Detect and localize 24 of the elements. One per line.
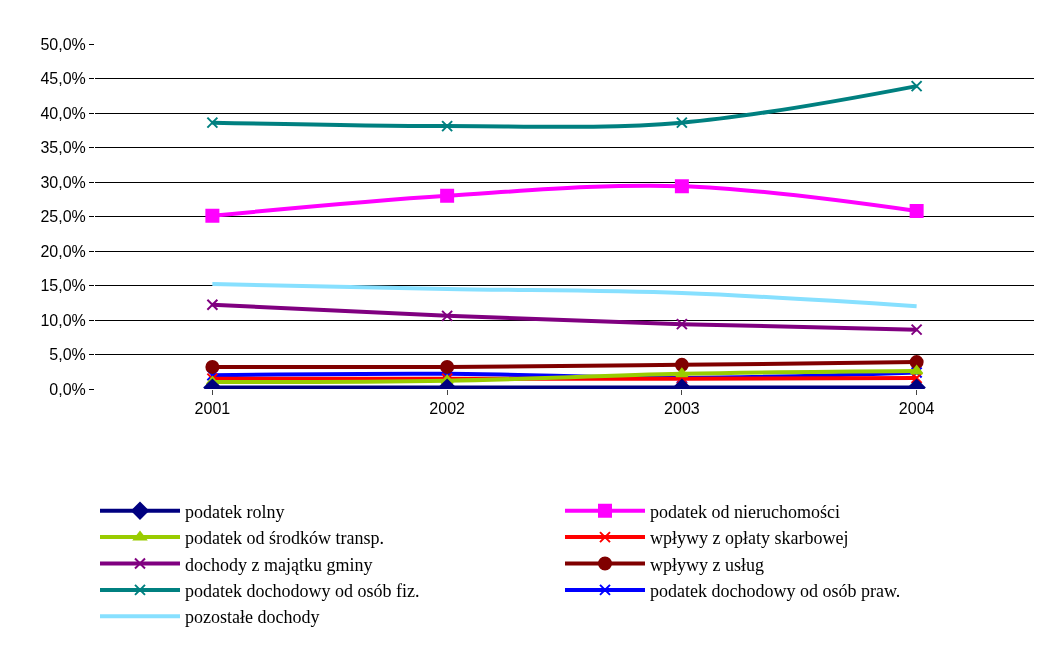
legend-label: wpływy z opłaty skarbowej xyxy=(650,528,849,549)
x-tick-label: 2003 xyxy=(664,400,700,418)
y-tick-label: 35,0% xyxy=(40,139,86,157)
legend-label: podatek dochodowy od osób fiz. xyxy=(185,580,420,601)
y-tick-label: 30,0% xyxy=(40,173,86,191)
legend-label: podatek od nieruchomości xyxy=(650,501,840,522)
x-tick-label: 2002 xyxy=(429,400,466,418)
y-tick-label: 10,0% xyxy=(40,311,86,329)
x-tick-label: 2004 xyxy=(898,400,935,418)
y-tick-label: 5,0% xyxy=(49,346,86,364)
y-tick-label: 0,0% xyxy=(49,380,86,398)
legend-label: pozostałe dochody xyxy=(185,607,320,628)
y-tick-label: 15,0% xyxy=(40,277,86,295)
legend-label: wpływy z usług xyxy=(650,554,764,575)
y-tick-label: 40,0% xyxy=(40,104,86,122)
y-tick-label: 45,0% xyxy=(40,70,86,88)
legend-label: podatek rolny xyxy=(185,501,285,522)
legend-label: dochody z majątku gminy xyxy=(185,554,373,575)
legend-label: podatek dochodowy od osób praw. xyxy=(650,580,901,601)
y-tick-label: 25,0% xyxy=(40,208,86,226)
x-tick-label: 2001 xyxy=(194,400,231,418)
y-tick-label: 50,0% xyxy=(40,35,86,53)
y-tick-label: 20,0% xyxy=(40,242,86,260)
legend-label: podatek od środków transp. xyxy=(185,528,384,549)
